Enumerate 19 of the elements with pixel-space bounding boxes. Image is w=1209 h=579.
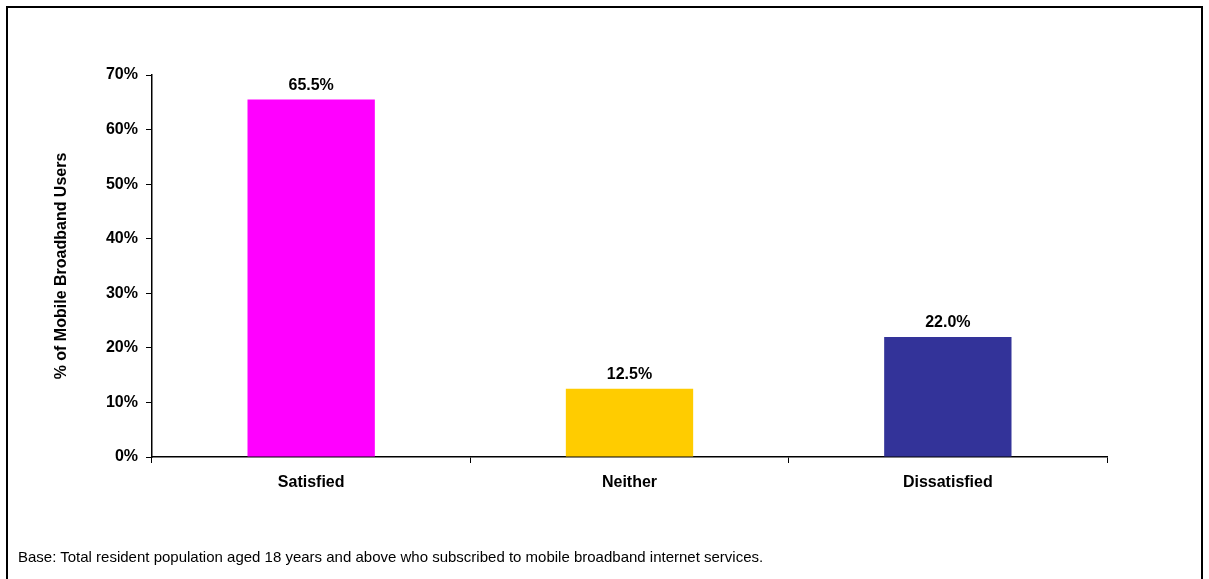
data-label: 12.5% — [606, 365, 653, 383]
bar — [247, 99, 375, 457]
y-tick-label: 70% — [105, 65, 138, 83]
y-tick-label: 40% — [105, 229, 138, 247]
y-tick-label: 60% — [105, 119, 138, 137]
y-axis-title: % of Mobile Broadband Users — [52, 152, 70, 380]
y-tick-label: 0% — [114, 447, 138, 465]
y-tick-label: 50% — [105, 174, 138, 192]
x-tick-label: Neither — [601, 473, 658, 491]
y-tick-label: 10% — [105, 392, 138, 410]
bar — [565, 388, 694, 457]
data-label: 65.5% — [288, 75, 334, 93]
bar — [884, 336, 1012, 457]
x-tick-label: Satisfied — [277, 473, 345, 491]
data-label: 22.0% — [925, 313, 971, 331]
text: Base: Total resident population aged 18 years and above who subscribed to mobile broadband internet services. — [18, 548, 764, 566]
x-tick-label: Dissatisfied — [902, 473, 993, 491]
y-tick-label: 30% — [105, 283, 138, 301]
y-tick-label: 20% — [105, 338, 138, 356]
